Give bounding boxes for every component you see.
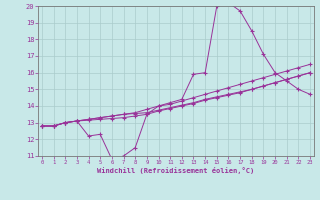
X-axis label: Windchill (Refroidissement éolien,°C): Windchill (Refroidissement éolien,°C) — [97, 167, 255, 174]
